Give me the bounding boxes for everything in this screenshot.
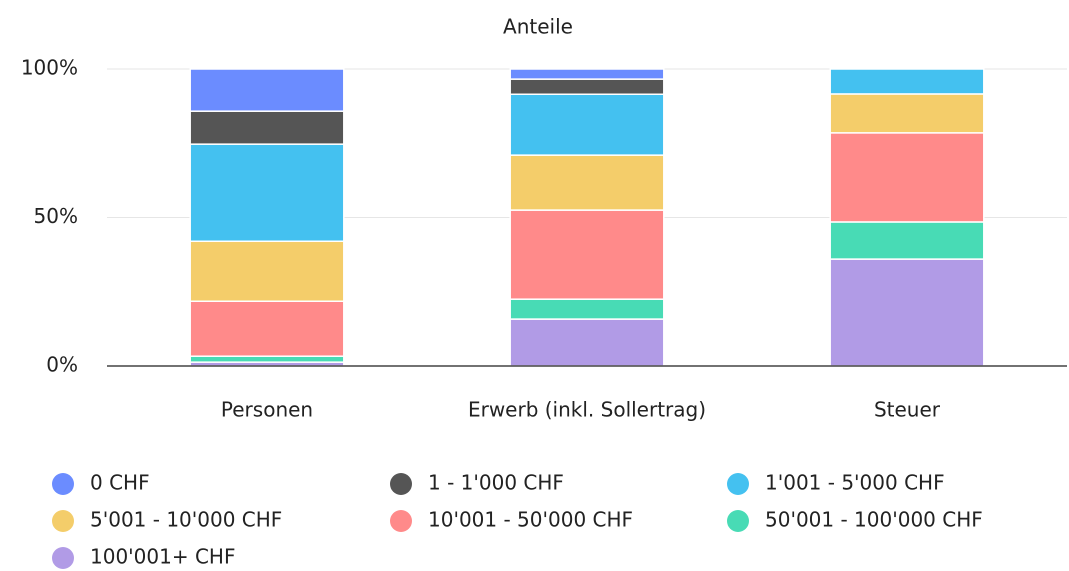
legend-label: 10'001 - 50'000 CHF xyxy=(428,508,633,532)
bar-segment xyxy=(189,143,345,243)
bar-segment xyxy=(189,110,345,145)
legend-label: 5'001 - 10'000 CHF xyxy=(90,508,282,532)
y-tick-label: 100% xyxy=(21,56,78,80)
bar-segment xyxy=(829,258,985,367)
bar-segment xyxy=(189,68,345,112)
bar-segment xyxy=(189,240,345,303)
legend-swatch xyxy=(727,473,749,495)
legend-swatch xyxy=(52,547,74,569)
legend-label: 100'001+ CHF xyxy=(90,545,235,569)
bar-segment xyxy=(829,221,985,260)
bar-segment xyxy=(509,78,665,95)
legend-label: 1'001 - 5'000 CHF xyxy=(765,471,945,495)
x-tick-label: Steuer xyxy=(874,398,941,422)
bar-segment xyxy=(509,154,665,211)
legend-swatch xyxy=(727,510,749,532)
bar-segment xyxy=(509,318,665,367)
bar-segment xyxy=(829,132,985,223)
legend-swatch xyxy=(390,473,412,495)
legend-swatch xyxy=(52,510,74,532)
x-tick-label: Personen xyxy=(221,398,313,422)
legend-label: 1 - 1'000 CHF xyxy=(428,471,564,495)
bar-segment xyxy=(509,68,665,80)
chart-title: Anteile xyxy=(503,15,573,39)
bar-segment xyxy=(509,93,665,156)
bar-segment xyxy=(509,298,665,320)
legend-label: 0 CHF xyxy=(90,471,150,495)
legend-swatch xyxy=(52,473,74,495)
x-tick-label: Erwerb (inkl. Sollertrag) xyxy=(468,398,706,422)
legend-swatch xyxy=(390,510,412,532)
bar-segment xyxy=(189,300,345,357)
bar-segment xyxy=(509,209,665,300)
bar-segment xyxy=(829,68,985,95)
y-tick-label: 0% xyxy=(46,353,78,377)
legend-label: 50'001 - 100'000 CHF xyxy=(765,508,983,532)
bar-segment xyxy=(189,355,345,363)
y-tick-label: 50% xyxy=(34,204,78,228)
bar-segment xyxy=(829,93,985,134)
